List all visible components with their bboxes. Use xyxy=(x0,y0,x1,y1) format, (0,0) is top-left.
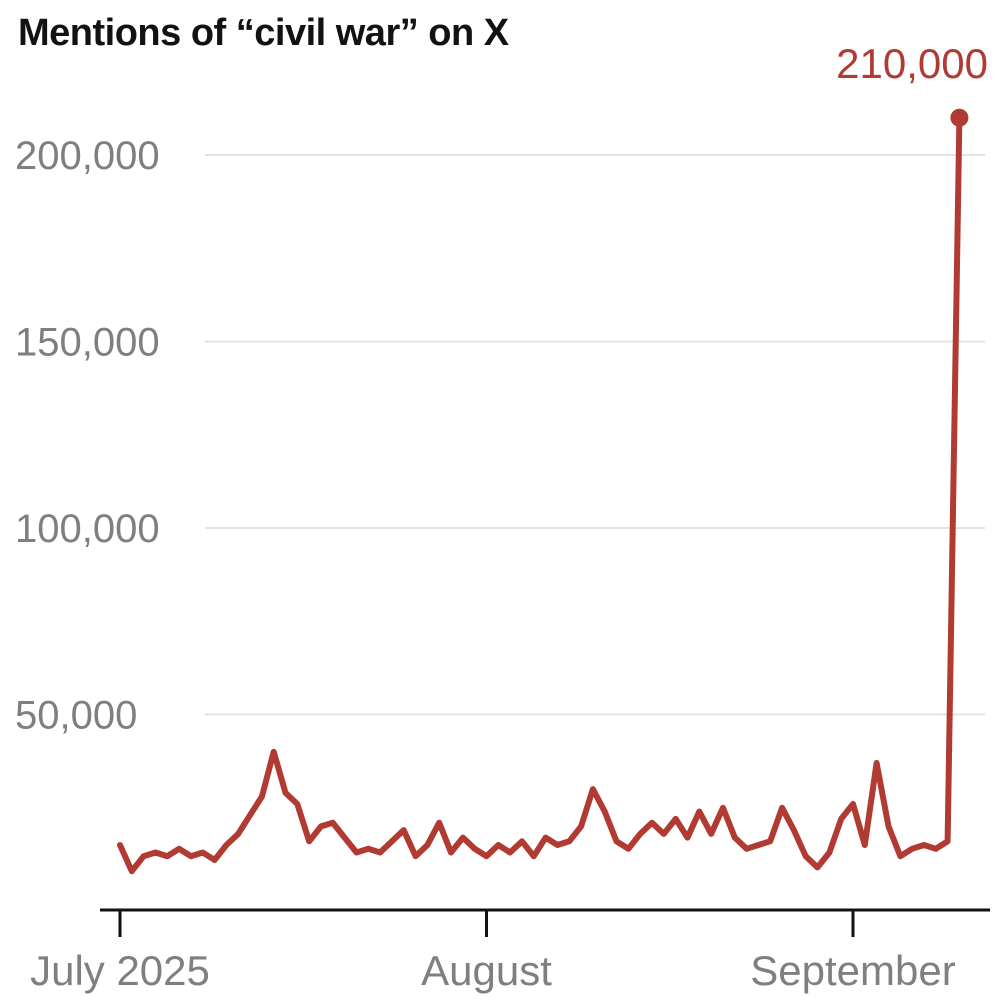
y-axis-label: 50,000 xyxy=(15,694,137,738)
y-axis-label: 100,000 xyxy=(15,507,160,551)
peak-annotation: 210,000 xyxy=(836,40,988,87)
y-axis-label: 200,000 xyxy=(15,134,160,178)
x-axis-label: August xyxy=(421,947,552,994)
x-axis-label: July 2025 xyxy=(30,947,210,994)
x-axis-label: September xyxy=(750,947,955,994)
data-line xyxy=(117,114,963,875)
chart-title: Mentions of “civil war” on X xyxy=(18,12,509,54)
y-axis-label: 150,000 xyxy=(15,321,160,365)
endpoint-marker xyxy=(950,108,969,127)
